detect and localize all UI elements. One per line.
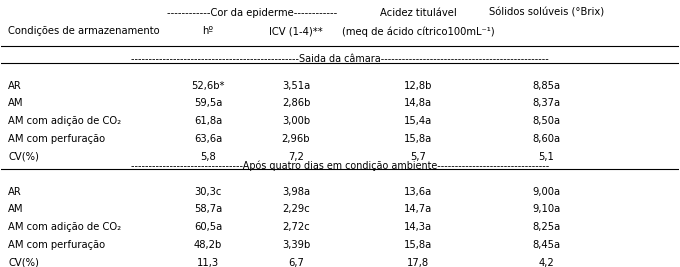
Text: 15,8a: 15,8a xyxy=(404,240,432,250)
Text: CV(%): CV(%) xyxy=(8,258,39,267)
Text: 2,86b: 2,86b xyxy=(282,99,310,108)
Text: 3,98a: 3,98a xyxy=(282,187,310,197)
Text: 15,4a: 15,4a xyxy=(404,116,432,126)
Text: 8,37a: 8,37a xyxy=(532,99,560,108)
Text: 2,29c: 2,29c xyxy=(282,205,310,214)
Text: ------------------------------------------------Saida da câmara-----------------: ----------------------------------------… xyxy=(131,54,549,64)
Text: 11,3: 11,3 xyxy=(197,258,219,267)
Text: 8,25a: 8,25a xyxy=(532,222,561,232)
Text: 3,00b: 3,00b xyxy=(282,116,310,126)
Text: 9,10a: 9,10a xyxy=(532,205,561,214)
Text: 58,7a: 58,7a xyxy=(194,205,222,214)
Text: 8,60a: 8,60a xyxy=(532,134,560,144)
Text: 52,6b*: 52,6b* xyxy=(191,81,224,91)
Text: hº: hº xyxy=(203,26,214,36)
Text: 14,7a: 14,7a xyxy=(404,205,432,214)
Text: AM: AM xyxy=(8,99,24,108)
Text: --------------------------------Após quatro dias em condição ambiente-----------: --------------------------------Após qua… xyxy=(131,160,549,171)
Text: ICV (1-4)**: ICV (1-4)** xyxy=(269,26,323,36)
Text: Acidez titulável: Acidez titulável xyxy=(379,8,456,18)
Text: 3,51a: 3,51a xyxy=(282,81,310,91)
Text: 12,8b: 12,8b xyxy=(404,81,432,91)
Text: 60,5a: 60,5a xyxy=(194,222,222,232)
Text: AR: AR xyxy=(8,81,22,91)
Text: 59,5a: 59,5a xyxy=(194,99,222,108)
Text: 15,8a: 15,8a xyxy=(404,134,432,144)
Text: CV(%): CV(%) xyxy=(8,152,39,162)
Text: 2,72c: 2,72c xyxy=(282,222,310,232)
Text: 14,8a: 14,8a xyxy=(404,99,432,108)
Text: 5,7: 5,7 xyxy=(410,152,426,162)
Text: 2,96b: 2,96b xyxy=(282,134,310,144)
Text: Sólidos solúveis (°Brix): Sólidos solúveis (°Brix) xyxy=(489,8,604,18)
Text: 17,8: 17,8 xyxy=(407,258,429,267)
Text: 8,45a: 8,45a xyxy=(532,240,560,250)
Text: AM com adição de CO₂: AM com adição de CO₂ xyxy=(8,116,121,126)
Text: 63,6a: 63,6a xyxy=(194,134,222,144)
Text: 61,8a: 61,8a xyxy=(194,116,222,126)
Text: AM: AM xyxy=(8,205,24,214)
Text: 8,50a: 8,50a xyxy=(532,116,560,126)
Text: 9,00a: 9,00a xyxy=(532,187,560,197)
Text: 6,7: 6,7 xyxy=(288,258,304,267)
Text: AM com perfuração: AM com perfuração xyxy=(8,240,105,250)
Text: AR: AR xyxy=(8,187,22,197)
Text: 4,2: 4,2 xyxy=(539,258,554,267)
Text: 48,2b: 48,2b xyxy=(194,240,222,250)
Text: (meq de ácido cítrico100mL⁻¹): (meq de ácido cítrico100mL⁻¹) xyxy=(341,26,494,37)
Text: 7,2: 7,2 xyxy=(288,152,304,162)
Text: 13,6a: 13,6a xyxy=(404,187,432,197)
Text: ------------Cor da epiderme------------: ------------Cor da epiderme------------ xyxy=(167,8,337,18)
Text: 5,1: 5,1 xyxy=(539,152,554,162)
Text: 3,39b: 3,39b xyxy=(282,240,310,250)
Text: AM com adição de CO₂: AM com adição de CO₂ xyxy=(8,222,121,232)
Text: 5,8: 5,8 xyxy=(200,152,216,162)
Text: 30,3c: 30,3c xyxy=(194,187,222,197)
Text: 8,85a: 8,85a xyxy=(532,81,560,91)
Text: Condições de armazenamento: Condições de armazenamento xyxy=(8,26,160,36)
Text: AM com perfuração: AM com perfuração xyxy=(8,134,105,144)
Text: 14,3a: 14,3a xyxy=(404,222,432,232)
